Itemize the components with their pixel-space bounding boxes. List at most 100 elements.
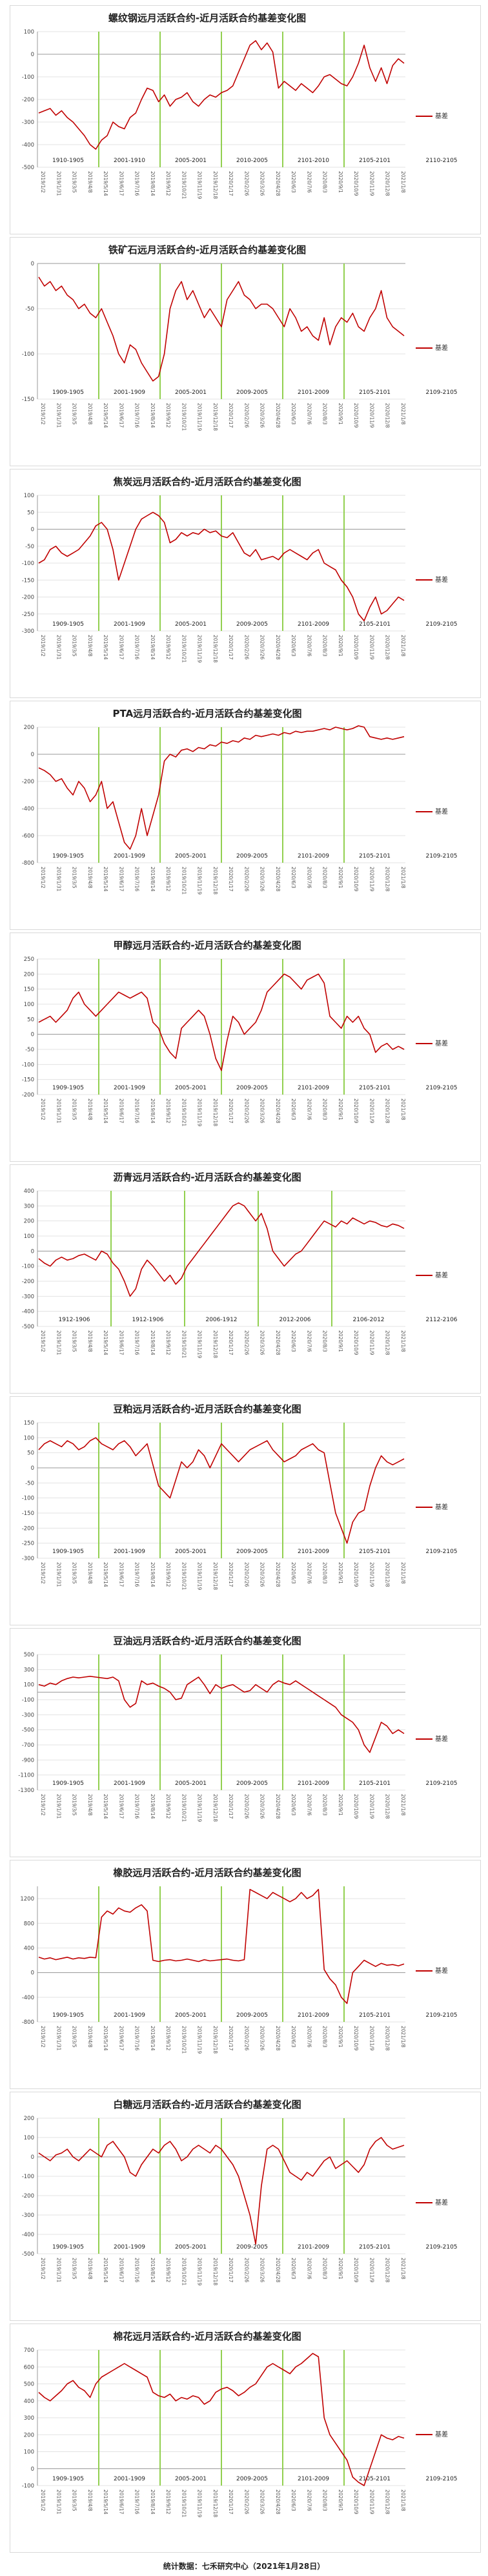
y-tick-label: -250 [22,1541,34,1547]
basis-series-line [38,511,405,622]
legend-label: 基差 [435,1272,448,1279]
y-tick-label: 200 [24,2116,34,2122]
legend-swatch [416,1738,432,1740]
y-tick-label: -300 [22,1712,34,1718]
x-tick-label: 2019/3/5 [72,1562,77,1584]
roll-period-label: 2105-2101 [359,158,391,164]
x-tick-label: 2020/1/17 [228,2026,234,2051]
roll-period-label: 2009-2005 [236,853,268,860]
y-tick-label: -50 [25,544,34,550]
roll-period-label: 1910-1905 [52,158,84,164]
x-tick-label: 2020/10/9 [353,1562,359,1587]
x-tick-label: 2020/7/6 [306,2026,312,2048]
chart-panel: 螺纹钢远月活跃合约-近月活跃合约基差变化图 基差 -500 -400 -300 -200-… [10,5,481,234]
basis-series-line [38,276,405,382]
x-tick-label: 2019/8/14 [150,867,156,892]
x-tick-label: 2020/3/26 [259,867,265,892]
x-tick-label: 2020/1/17 [228,2489,234,2515]
basis-series-line [38,973,405,1071]
x-tick-label: 2019/5/14 [103,2489,108,2515]
y-tick-label: 200 [24,1219,34,1225]
y-tick-label: -100 [22,561,34,567]
x-tick-label: 2020/9/1 [338,1562,343,1584]
chart-panel: 橡胶远月活跃合约-近月活跃合约基差变化图 基差 -800 -400 0 400 800 120… [10,1860,481,2089]
x-tick-label: 2020/12/8 [385,171,391,196]
roll-period-label: 1909-1905 [52,389,84,396]
legend-swatch [416,1970,432,1972]
y-tick-label: 600 [24,2364,34,2371]
x-tick-label: 2021/1/8 [400,867,406,889]
roll-period-label: 2001-1909 [114,1780,145,1787]
x-tick-label: 2019/12/18 [212,403,218,431]
x-tick-label: 2020/8/3 [322,403,328,425]
y-tick-label: 50 [27,1450,34,1457]
x-tick-label: 2019/8/14 [150,171,156,196]
x-tick-label: 2020/7/6 [306,1562,312,1584]
basis-series-line [38,40,405,150]
x-tick-label: 2019/6/17 [118,171,124,196]
roll-period-label: 2109-2105 [425,2012,457,2019]
y-tick-label: -300 [22,119,34,126]
roll-period-label: 2101-2009 [298,1085,329,1091]
roll-period-label: 2105-2101 [359,2244,391,2251]
roll-period-label: 1909-1905 [52,2012,84,2019]
legend-label: 基差 [435,345,448,352]
x-tick-label: 2020/10/9 [353,867,359,892]
x-tick-label: 2019/1/31 [56,1330,61,1355]
x-tick-label: 2020/9/1 [338,1330,343,1352]
roll-period-label: 1909-1905 [52,1780,84,1787]
x-tick-label: 2019/7/16 [134,2026,140,2051]
y-tick-label: 50 [27,510,34,516]
x-tick-label: 2019/12/18 [212,2489,218,2517]
x-tick-label: 2019/6/17 [118,1330,124,1355]
legend-label: 基差 [435,1504,448,1511]
x-tick-label: 2019/8/14 [150,1562,156,1587]
x-tick-label: 2019/1/2 [40,171,46,193]
y-tick-label: 100 [24,1435,34,1441]
x-tick-label: 2020/7/6 [306,2489,312,2511]
x-tick-label: 2020/8/3 [322,635,328,657]
y-tick-label: -300 [22,2212,34,2219]
roll-period-label: 2012-2006 [279,1317,310,1323]
y-tick-label: 200 [24,725,34,731]
y-tick-label: -400 [22,1995,34,2001]
roll-period-label: 2105-2101 [359,621,391,628]
legend: 基差 [416,806,448,816]
legend-label: 基差 [435,1040,448,1047]
roll-period-label: 2105-2101 [359,1549,391,1555]
y-tick-label: -100 [22,1496,34,1502]
x-tick-label: 2019/6/17 [118,1562,124,1587]
y-tick-label: -500 [22,1727,34,1734]
roll-period-label: 2005-2001 [175,1085,207,1091]
legend-label: 基差 [435,2431,448,2438]
roll-period-label: 2105-2101 [359,2476,391,2482]
legend: 基差 [416,2197,448,2207]
x-tick-label: 2020/11/9 [369,1562,375,1587]
x-tick-label: 2019/4/8 [87,2026,93,2048]
roll-period-label: 2109-2105 [425,389,457,396]
y-tick-label: -800 [22,860,34,867]
x-tick-label: 2020/12/8 [385,867,391,892]
x-tick-label: 2019/6/17 [118,867,124,892]
x-tick-label: 2019/6/17 [118,2489,124,2515]
y-tick-label: -100 [22,74,34,81]
x-tick-label: 2019/11/19 [197,403,203,431]
x-tick-label: 2019/5/14 [103,635,108,660]
x-tick-label: 2019/10/21 [181,1098,187,1126]
y-tick-label: 100 [24,493,34,499]
x-tick-label: 2019/1/2 [40,2258,46,2280]
x-tick-label: 2021/1/8 [400,1562,406,1584]
y-tick-label: -50 [25,1480,34,1487]
x-tick-label: 2020/4/28 [275,1330,281,1355]
chart-title: 焦炭远月活跃合约-近月活跃合约基差变化图 [113,476,301,488]
roll-period-label: 2101-2010 [298,158,329,164]
legend-swatch [416,116,432,117]
x-tick-label: 2020/7/6 [306,1794,312,1816]
y-tick-label: -200 [22,2193,34,2200]
legend: 基差 [416,1038,448,1047]
legend-label: 基差 [435,577,448,584]
chart-title: 甲醇远月活跃合约-近月活跃合约基差变化图 [113,940,301,951]
legend-label: 基差 [435,2200,448,2207]
x-tick-label: 2020/4/28 [275,403,281,428]
y-tick-label: -300 [22,628,34,635]
